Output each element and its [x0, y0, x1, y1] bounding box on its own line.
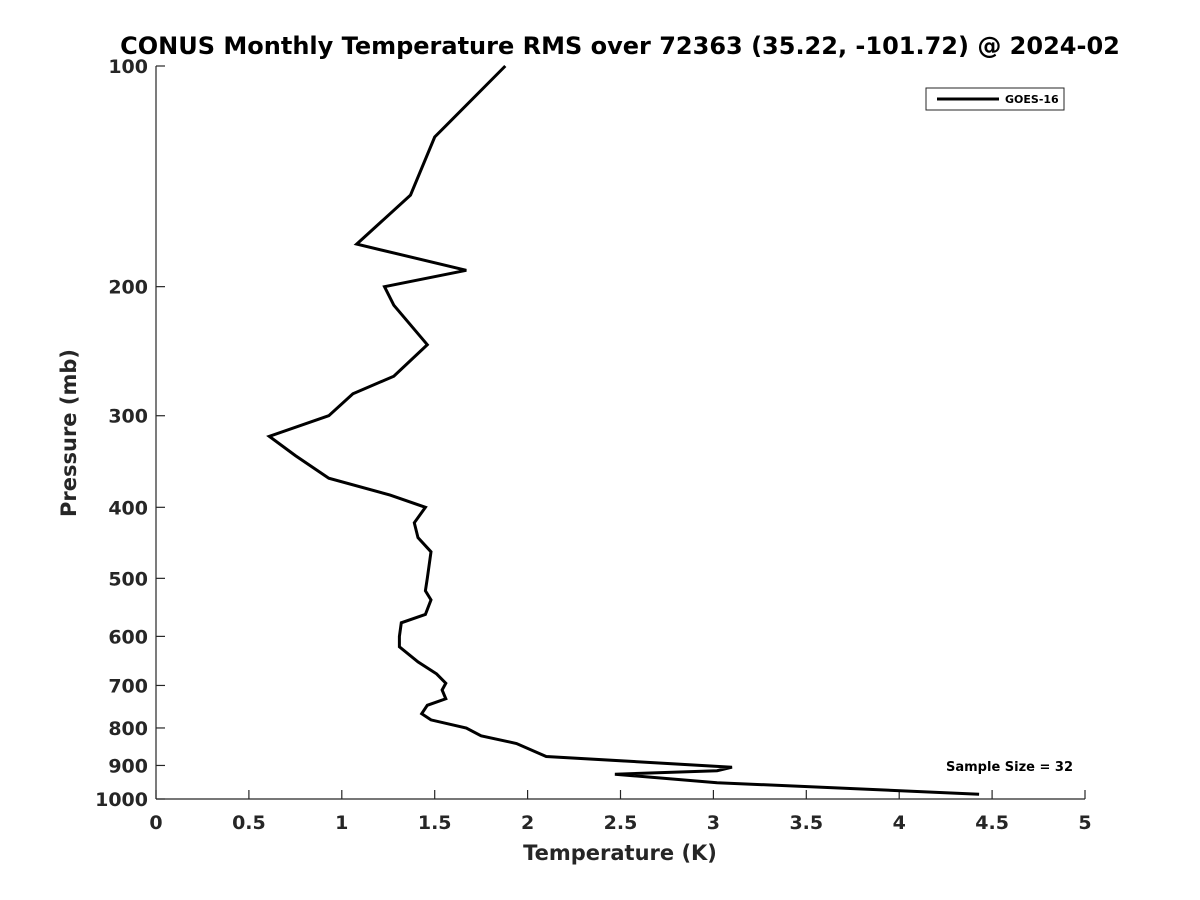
y-tick-label: 500 [108, 568, 148, 590]
legend-label: GOES-16 [1005, 93, 1059, 106]
y-tick-label: 1000 [95, 789, 148, 811]
x-tick-label: 4.5 [975, 812, 1009, 834]
y-tick-label: 400 [108, 497, 148, 519]
x-tick-label: 2 [521, 812, 534, 834]
x-tick-label: 0.5 [232, 812, 266, 834]
y-tick-label: 700 [108, 675, 148, 697]
y-ticks: 100 200 300 400 500 600 700 800 900 1000 [95, 56, 165, 811]
chart-title: CONUS Monthly Temperature RMS over 72363… [120, 32, 1120, 60]
sample-size-annotation: Sample Size = 32 [946, 760, 1073, 775]
x-tick-label: 3 [707, 812, 720, 834]
y-tick-label: 200 [108, 277, 148, 299]
x-tick-label: 0 [149, 812, 162, 834]
legend: GOES-16 [925, 87, 1065, 111]
x-tick-label: 4 [893, 812, 906, 834]
y-tick-label: 300 [108, 406, 148, 428]
y-tick-label: 100 [108, 56, 148, 78]
x-tick-label: 2.5 [604, 812, 638, 834]
y-tick-label: 600 [108, 626, 148, 648]
y-tick-label: 800 [108, 718, 148, 740]
x-ticks: 0 0.5 1 1.5 2 2.5 3 3.5 4 4.5 5 [149, 790, 1092, 834]
x-tick-label: 1.5 [418, 812, 452, 834]
x-axis-label: Temperature (K) [523, 841, 717, 865]
y-tick-label: 900 [108, 755, 148, 777]
plot-area [155, 66, 1085, 800]
series-line-goes-16 [266, 64, 980, 796]
y-axis-label: Pressure (mb) [57, 349, 81, 517]
x-tick-label: 5 [1078, 812, 1091, 834]
x-tick-label: 3.5 [789, 812, 823, 834]
x-tick-label: 1 [335, 812, 348, 834]
